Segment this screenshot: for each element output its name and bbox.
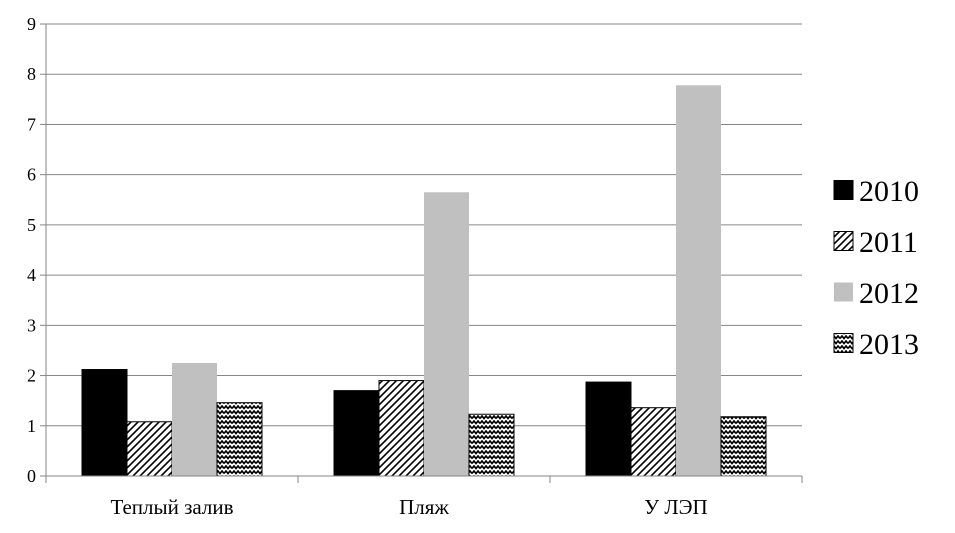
legend-swatch-2012	[834, 282, 853, 302]
bar-2011-0	[126, 421, 173, 477]
bar-2012-1	[424, 192, 469, 476]
bar-2013-2	[720, 416, 767, 477]
y-tick-label: 9	[27, 14, 36, 34]
category-labels: Теплый залив Пляж У ЛЭП	[110, 495, 707, 519]
legend-label-2013: 2013	[859, 328, 919, 361]
y-tick-label: 1	[27, 416, 36, 436]
y-tick-label: 4	[27, 265, 36, 285]
category-label: Теплый залив	[110, 495, 233, 519]
y-tick-label: 0	[27, 466, 36, 486]
bar-2012-0	[172, 363, 217, 476]
bar-2010-0	[81, 369, 128, 477]
legend-label-2010: 2010	[859, 175, 919, 208]
y-tick-labels: 0 1 2 3 4 5 6 7 8 9	[27, 14, 36, 486]
category-label: У ЛЭП	[644, 495, 707, 519]
legend-label-2011: 2011	[859, 226, 918, 259]
bar-2011-1	[378, 380, 425, 477]
y-tick-label: 3	[27, 315, 36, 335]
legend-swatch-2011	[833, 231, 854, 251]
axes	[40, 23, 803, 483]
legend-swatch-2010	[833, 180, 854, 200]
bars	[81, 85, 767, 477]
legend-label-2012: 2012	[859, 277, 919, 310]
bar-2011-2	[630, 407, 677, 477]
bar-2013-0	[216, 402, 263, 477]
bar-2010-2	[585, 381, 632, 477]
y-tick-label: 5	[27, 215, 36, 235]
y-tick-label: 7	[27, 114, 36, 134]
y-tick-label: 6	[27, 165, 36, 185]
category-label: Пляж	[399, 495, 449, 519]
bar-2010-1	[333, 390, 380, 477]
bar-2012-2	[676, 85, 721, 476]
legend: 2010 2011 2012 2013	[833, 175, 919, 361]
y-tick-label: 2	[27, 366, 36, 386]
legend-swatch-2013	[833, 333, 854, 353]
y-tick-label: 8	[27, 64, 36, 84]
bar-2013-1	[468, 413, 515, 477]
